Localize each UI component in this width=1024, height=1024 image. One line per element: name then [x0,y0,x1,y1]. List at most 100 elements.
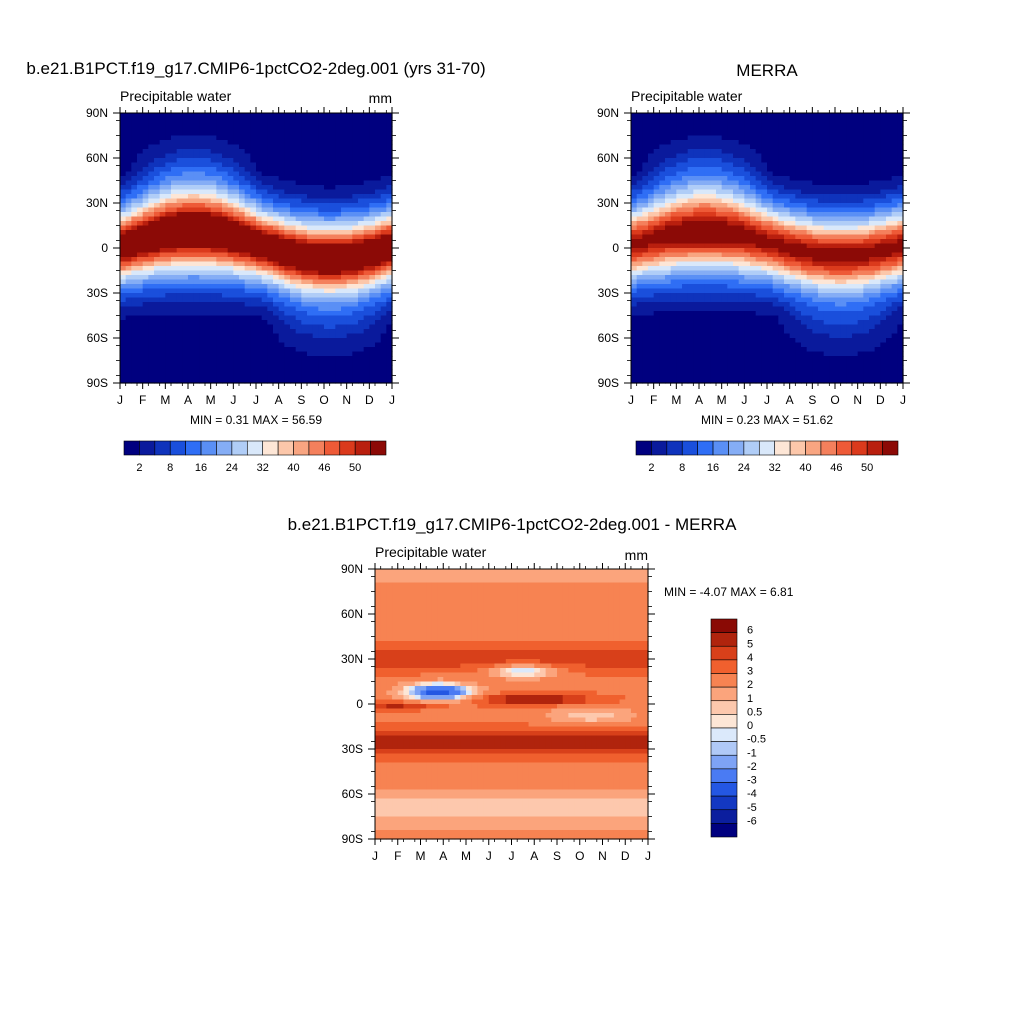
field-cell [176,207,183,213]
field-cell [710,279,717,285]
field-cell [380,131,387,137]
field-cell [812,243,819,249]
field-cell [863,257,870,263]
field-cell [131,171,138,177]
field-cell [210,329,217,335]
field-cell [131,185,138,191]
field-cell [670,149,677,155]
field-cell [125,365,132,371]
field-cell [295,270,302,276]
field-cell [324,333,331,339]
field-cell [767,171,774,177]
field-cell [341,122,348,128]
field-cell [369,221,376,227]
field-cell [137,212,144,218]
field-cell [653,144,660,150]
field-cell [250,257,257,263]
field-cell [380,117,387,123]
field-cell [801,234,808,240]
field-cell [256,311,263,317]
field-cell [352,378,359,384]
field-cell [227,162,234,168]
field-cell [216,320,223,326]
field-cell [159,158,166,164]
field-cell [131,279,138,285]
field-cell [267,117,274,123]
field-cell [789,225,796,231]
field-cell [318,239,325,245]
field-cell [363,189,370,195]
field-cell [733,257,740,263]
field-cell [880,243,887,249]
field-cell [239,369,246,375]
field-cell [835,167,842,173]
field-cell [222,279,229,285]
field-cell [244,347,251,353]
field-cell [665,144,672,150]
field-cell [307,297,314,303]
field-cell [250,261,257,267]
field-cell [227,288,234,294]
field-cell [761,288,768,294]
field-cell [880,117,887,123]
field-cell [290,180,297,186]
field-cell [131,230,138,236]
field-cell [676,122,683,128]
field-cell [648,243,655,249]
field-cell [818,131,825,137]
field-cell [352,162,359,168]
field-cell [329,360,336,366]
field-cell [193,297,200,303]
field-cell [233,293,240,299]
field-cell [312,149,319,155]
field-cell [205,324,212,330]
field-cell [818,167,825,173]
field-cell [375,225,382,231]
field-cell [710,230,717,236]
field-cell [329,306,336,312]
field-cell [131,117,138,123]
field-cell [363,239,370,245]
field-cell [716,113,723,119]
field-cell [284,356,291,362]
field-cell [886,275,893,281]
field-cell [642,248,649,254]
field-cell [131,297,138,303]
field-cell [273,338,280,344]
field-cell [676,167,683,173]
field-cell [233,302,240,308]
field-cell [733,234,740,240]
field-cell [823,275,830,281]
field-cell [188,333,195,339]
field-cell [852,135,859,141]
field-cell [835,275,842,281]
field-cell [789,198,796,204]
field-cell [142,369,149,375]
field-cell [812,149,819,155]
field-cell [346,261,353,267]
field-cell [261,203,268,209]
field-cell [346,234,353,240]
field-cell [142,378,149,384]
field-cell [261,333,268,339]
field-cell [642,261,649,267]
field-cell [886,252,893,258]
field-cell [818,162,825,168]
field-cell [341,297,348,303]
field-cell [210,378,217,384]
field-cell [193,275,200,281]
field-cell [874,207,881,213]
field-cell [863,203,870,209]
field-cell [704,239,711,245]
field-cell [256,158,263,164]
field-cell [829,252,836,258]
field-cell [829,248,836,254]
field-cell [154,203,161,209]
field-cell [693,252,700,258]
field-cell [772,162,779,168]
field-cell [682,131,689,137]
field-cell [818,194,825,200]
field-cell [358,216,365,222]
field-cell [250,356,257,362]
field-cell [329,261,336,267]
